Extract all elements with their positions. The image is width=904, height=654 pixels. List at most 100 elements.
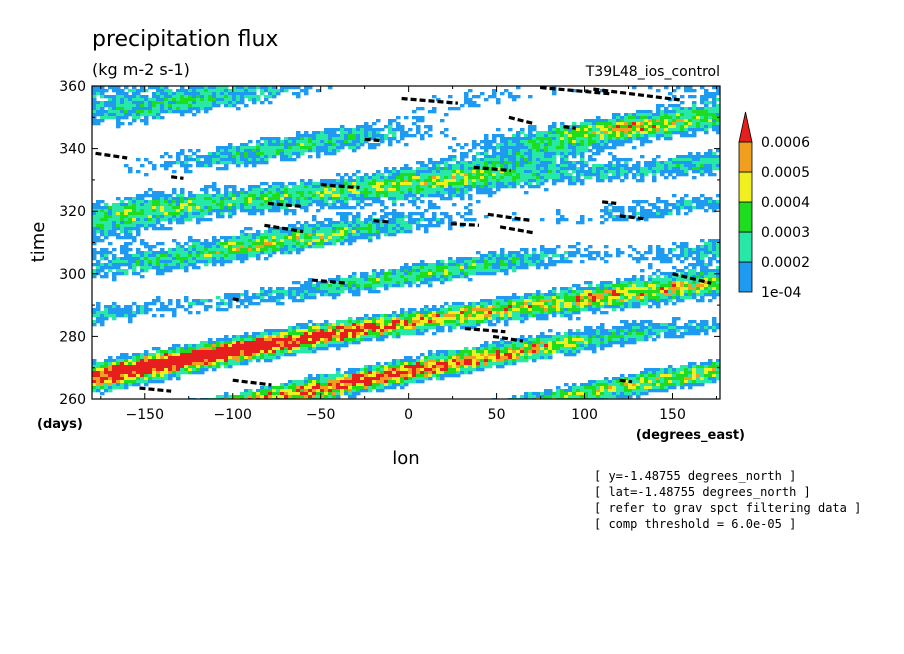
heat-cell bbox=[548, 347, 553, 351]
heat-cell bbox=[296, 191, 305, 195]
heat-cell bbox=[132, 98, 145, 102]
heat-cell bbox=[532, 353, 553, 357]
heat-cell bbox=[632, 125, 637, 129]
heat-cell bbox=[444, 371, 457, 375]
heat-cell bbox=[496, 356, 501, 360]
heat-cell bbox=[376, 323, 381, 327]
heat-cell bbox=[260, 395, 265, 399]
heat-cell bbox=[232, 395, 245, 399]
heat-cell bbox=[652, 176, 657, 180]
heat-cell bbox=[192, 200, 213, 204]
heat-cell bbox=[224, 257, 237, 261]
heat-cell bbox=[160, 356, 165, 360]
heat-cell bbox=[564, 146, 569, 150]
heat-cell bbox=[144, 218, 149, 222]
heat-cell bbox=[392, 320, 401, 324]
heat-cell bbox=[624, 329, 629, 333]
heat-cell bbox=[532, 347, 541, 351]
heat-cell bbox=[192, 299, 201, 303]
heat-cell bbox=[104, 305, 113, 309]
heat-cell bbox=[476, 164, 481, 168]
heat-cell bbox=[608, 161, 613, 165]
heat-cell bbox=[676, 257, 681, 261]
heat-cell bbox=[160, 218, 169, 222]
heat-cell bbox=[360, 176, 365, 180]
heat-cell bbox=[448, 260, 457, 264]
heat-cell bbox=[344, 185, 349, 189]
heat-cell bbox=[304, 332, 309, 336]
heat-cell bbox=[668, 326, 677, 330]
heat-cell bbox=[432, 311, 437, 315]
heat-cell bbox=[184, 212, 189, 216]
heat-cell bbox=[536, 314, 549, 318]
heat-cell bbox=[156, 116, 161, 120]
heat-cell bbox=[716, 119, 720, 123]
heat-cell bbox=[568, 140, 573, 144]
heat-cell bbox=[628, 380, 641, 384]
heat-cell bbox=[300, 236, 305, 240]
heat-cell bbox=[704, 164, 713, 168]
heat-cell bbox=[312, 323, 317, 327]
heat-cell bbox=[104, 272, 109, 276]
heat-cell bbox=[156, 353, 161, 357]
heat-cell bbox=[684, 248, 689, 252]
heat-cell bbox=[652, 272, 657, 276]
heat-cell bbox=[568, 137, 577, 141]
heat-cell bbox=[408, 191, 413, 195]
heat-cell bbox=[308, 389, 313, 393]
heat-cell bbox=[648, 389, 669, 393]
heat-cell bbox=[120, 383, 125, 387]
heat-cell bbox=[324, 392, 329, 396]
heat-cell bbox=[476, 302, 481, 306]
heat-cell bbox=[684, 383, 705, 387]
heat-cell bbox=[300, 182, 305, 186]
heat-cell bbox=[216, 194, 225, 198]
heat-cell bbox=[508, 182, 517, 186]
heat-cell bbox=[216, 191, 221, 195]
heat-cell bbox=[484, 98, 489, 102]
heat-cell bbox=[520, 314, 529, 318]
heat-cell bbox=[584, 338, 589, 342]
heat-cell bbox=[348, 386, 353, 390]
heat-cell bbox=[340, 230, 345, 234]
heat-cell bbox=[216, 365, 221, 369]
heat-cell bbox=[684, 380, 689, 384]
chart-title: precipitation flux bbox=[92, 27, 278, 52]
heat-cell bbox=[204, 209, 209, 213]
heat-cell bbox=[284, 251, 289, 255]
heat-cell bbox=[604, 218, 609, 222]
heat-cell bbox=[292, 227, 305, 231]
heat-cell bbox=[144, 89, 149, 93]
heat-cell bbox=[312, 137, 317, 141]
heat-cell bbox=[472, 263, 477, 267]
heat-cell bbox=[620, 281, 629, 285]
heat-cell bbox=[160, 197, 165, 201]
heat-cell bbox=[168, 356, 229, 360]
heat-cell bbox=[608, 203, 613, 207]
heat-cell bbox=[332, 149, 337, 153]
heat-cell bbox=[596, 116, 601, 120]
heat-cell bbox=[460, 362, 465, 366]
heat-cell bbox=[120, 215, 129, 219]
heat-cell bbox=[240, 302, 245, 306]
heat-cell bbox=[552, 347, 561, 351]
heat-cell bbox=[308, 155, 313, 159]
heat-cell bbox=[660, 110, 665, 114]
heat-cell bbox=[656, 245, 661, 249]
heat-cell bbox=[368, 236, 373, 240]
heat-cell bbox=[436, 164, 441, 168]
heat-cell bbox=[172, 254, 177, 258]
heat-cell bbox=[464, 212, 473, 216]
heat-cell bbox=[668, 380, 673, 384]
heat-cell bbox=[488, 320, 493, 324]
heat-cell bbox=[420, 260, 425, 264]
heat-cell bbox=[564, 257, 569, 261]
heat-cell bbox=[124, 98, 129, 102]
heat-cell bbox=[684, 284, 689, 288]
heat-cell bbox=[140, 275, 145, 279]
heat-cell bbox=[296, 140, 309, 144]
heat-cell bbox=[648, 128, 653, 132]
heat-cell bbox=[276, 242, 285, 246]
heat-cell bbox=[672, 89, 677, 93]
heat-cell bbox=[572, 125, 581, 129]
